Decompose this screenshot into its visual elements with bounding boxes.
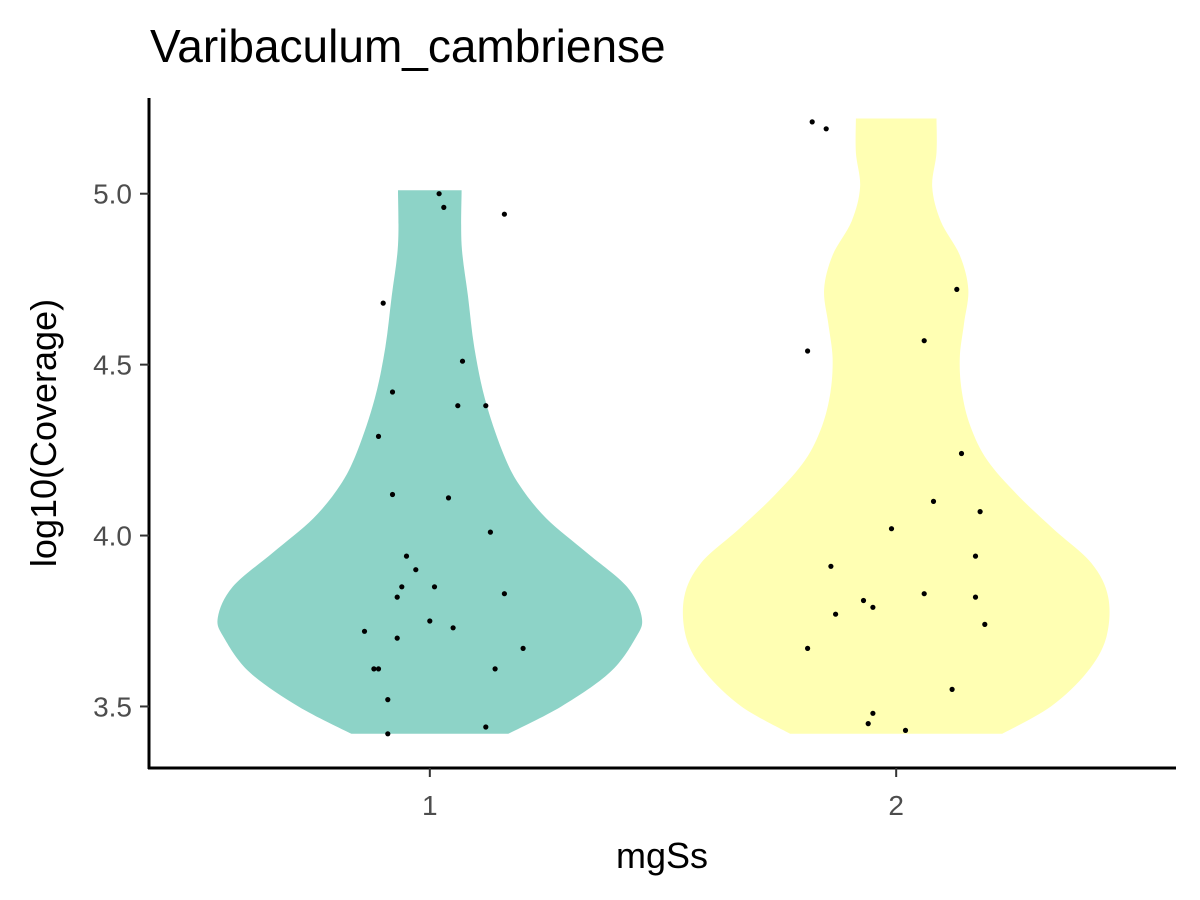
data-point-2-16 — [982, 621, 988, 628]
x-axis-title: mgSs — [616, 835, 708, 876]
data-point-1-10 — [445, 495, 452, 501]
violin-2 — [682, 118, 1110, 734]
data-point-1-3 — [380, 300, 386, 306]
violin-1 — [217, 190, 643, 734]
data-point-1-23 — [371, 666, 377, 672]
y-ticks: 3.5 4.0 4.5 5.0 — [93, 179, 149, 722]
data-point-1-21 — [394, 635, 400, 641]
data-point-1-4 — [459, 358, 466, 364]
data-point-2-19 — [870, 710, 876, 716]
y-tick-label: 4.5 — [93, 350, 132, 381]
data-point-2-20 — [865, 721, 871, 727]
data-point-1-9 — [389, 491, 396, 498]
y-axis-title: log10(Coverage) — [23, 299, 64, 567]
data-point-1-16 — [501, 591, 507, 597]
data-point-1-24 — [375, 666, 382, 672]
data-point-1-28 — [385, 731, 391, 737]
data-point-1-22 — [520, 645, 526, 652]
data-point-2-10 — [828, 563, 834, 569]
data-point-2-3 — [921, 338, 927, 344]
y-tick-label: 5.0 — [93, 179, 132, 210]
data-point-1-18 — [427, 618, 433, 624]
data-point-2-9 — [972, 553, 979, 559]
data-point-2-13 — [860, 597, 867, 604]
data-point-2-15 — [833, 611, 839, 617]
data-point-2-7 — [977, 509, 983, 515]
data-point-1-14 — [399, 584, 405, 590]
data-point-2-11 — [921, 591, 927, 597]
data-point-1-8 — [375, 433, 382, 439]
data-point-1-6 — [455, 403, 461, 409]
y-tick-label: 3.5 — [93, 691, 132, 722]
data-point-2-17 — [805, 645, 811, 652]
data-point-2-18 — [949, 686, 955, 693]
data-point-1-15 — [431, 584, 438, 590]
data-point-1-17 — [394, 594, 400, 600]
data-point-2-2 — [954, 286, 960, 292]
data-point-2-6 — [930, 498, 937, 504]
data-point-2-1 — [823, 126, 829, 132]
data-point-1-25 — [492, 666, 498, 672]
data-point-1-20 — [361, 628, 368, 634]
plot-area — [217, 118, 1110, 737]
data-point-1-19 — [450, 625, 456, 631]
data-point-1-26 — [385, 697, 391, 703]
x-tick-label: 1 — [422, 790, 438, 821]
x-tick-label: 2 — [888, 790, 904, 821]
data-point-1-0 — [436, 191, 442, 197]
data-point-2-21 — [902, 727, 909, 734]
data-point-2-0 — [809, 119, 815, 125]
data-point-2-14 — [870, 604, 876, 610]
data-point-1-5 — [389, 389, 396, 395]
data-point-2-12 — [972, 594, 979, 600]
data-point-1-2 — [501, 211, 507, 217]
data-point-1-1 — [441, 204, 447, 210]
data-point-1-13 — [413, 567, 419, 573]
data-point-2-5 — [958, 450, 965, 457]
data-point-2-8 — [888, 526, 895, 532]
data-point-1-27 — [483, 724, 489, 730]
chart-title: Varibaculum_cambriense — [150, 20, 666, 72]
data-point-1-7 — [483, 403, 489, 409]
y-tick-label: 4.0 — [93, 521, 132, 552]
data-point-1-11 — [487, 529, 493, 535]
data-point-1-12 — [403, 553, 410, 559]
data-point-2-4 — [805, 348, 811, 354]
